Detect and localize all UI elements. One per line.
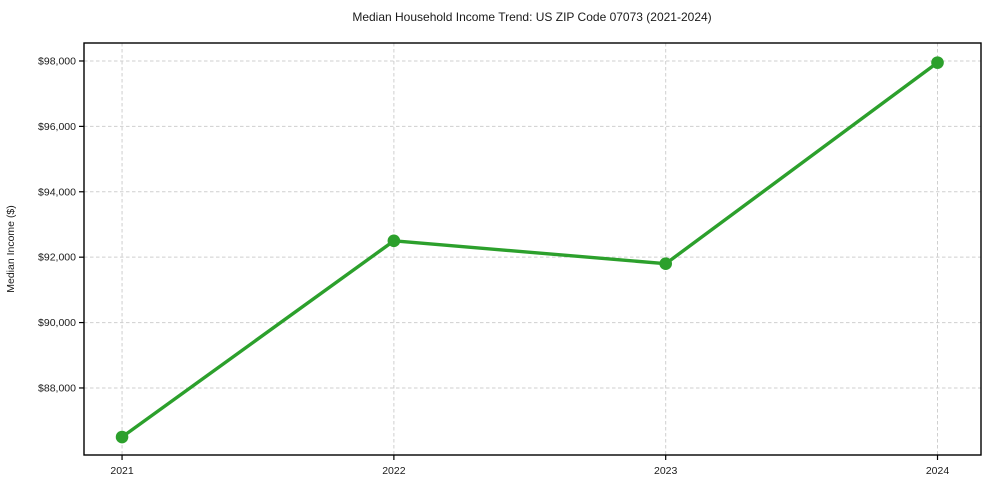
y-axis-label: Median Income ($)	[5, 205, 17, 293]
data-point-marker	[387, 234, 401, 248]
x-tick-label: 2024	[926, 465, 950, 477]
data-point-marker	[931, 56, 944, 69]
y-tick-label: $92,000	[38, 252, 76, 264]
x-tick-label: 2021	[110, 465, 134, 477]
x-tick-label: 2023	[654, 465, 678, 477]
x-tick-label: 2022	[382, 465, 406, 477]
y-tick-label: $94,000	[38, 186, 76, 198]
y-tick-label: $98,000	[38, 55, 76, 67]
data-point-marker	[115, 430, 129, 444]
plot-frame	[83, 42, 982, 456]
series-line	[120, 60, 940, 439]
series-layer	[115, 56, 944, 444]
y-tick-label: $96,000	[38, 121, 76, 133]
y-tick-label: $88,000	[38, 382, 76, 394]
data-point-marker	[659, 257, 672, 271]
y-tick-label: $90,000	[38, 317, 76, 329]
axis-layer	[79, 42, 982, 460]
grid-layer	[84, 43, 981, 455]
tick-label-layer: $88,000 $90,000 $92,000 $94,000 $96,000 $98,0…	[38, 55, 949, 477]
chart-title: Median Household Income Trend: US ZIP Co…	[352, 10, 711, 24]
